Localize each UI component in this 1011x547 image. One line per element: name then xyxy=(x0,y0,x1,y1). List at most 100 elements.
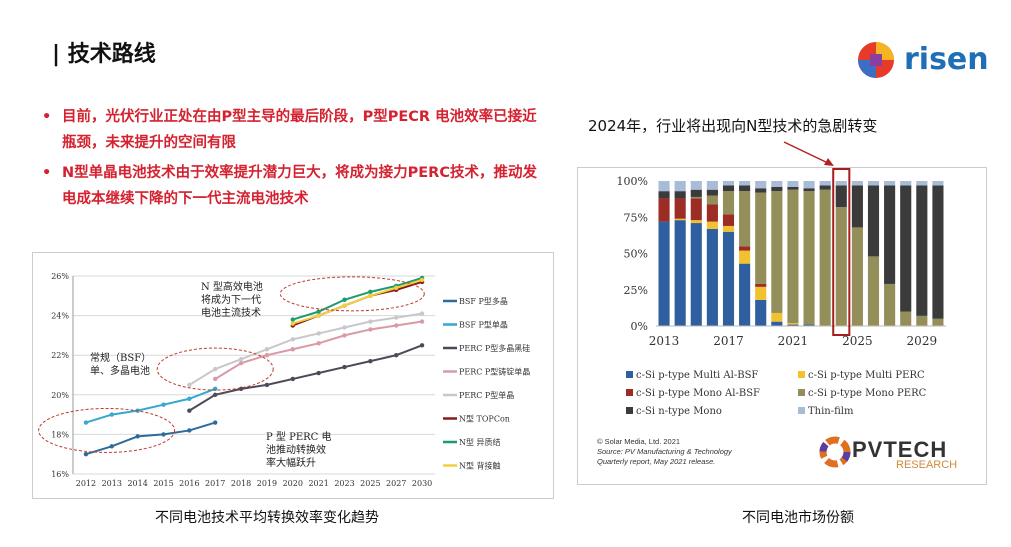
series-line xyxy=(85,387,216,424)
bar-segment xyxy=(787,323,799,325)
series-line xyxy=(292,277,423,321)
data-point xyxy=(419,311,425,316)
data-point xyxy=(342,297,347,302)
bar-segment xyxy=(851,185,863,228)
bar-segment xyxy=(706,204,718,222)
bar-segment xyxy=(674,220,686,326)
legend-label: N型 TOPCon xyxy=(459,415,510,424)
x-tick-label: 2029 xyxy=(907,334,938,348)
bar-segment xyxy=(706,228,718,326)
data-point xyxy=(83,420,89,425)
bar-segment xyxy=(755,188,767,193)
data-point xyxy=(161,402,166,407)
data-point xyxy=(394,353,399,358)
y-tick-label: 24% xyxy=(51,312,69,321)
chart-annotation: 率大幅跃升 xyxy=(266,456,316,469)
x-tick-label: 2017 xyxy=(713,334,744,348)
x-tick-label: 2016 xyxy=(179,479,199,488)
data-point xyxy=(368,319,373,324)
bar-segment xyxy=(835,207,847,326)
bar-segment xyxy=(722,191,735,215)
bar-segment xyxy=(755,283,767,287)
bar-segment xyxy=(722,181,735,186)
data-point xyxy=(213,376,218,382)
bar-segment xyxy=(787,181,799,187)
data-point xyxy=(161,432,166,437)
bar-segment xyxy=(803,191,815,325)
legend-label: BSF P型单晶 xyxy=(459,320,508,330)
bar-segment xyxy=(835,181,847,186)
data-point xyxy=(342,325,347,330)
risen-logo: risen xyxy=(856,40,989,82)
chart-annotation: 池推动转换效 xyxy=(266,443,326,456)
x-tick-label: 2023 xyxy=(334,479,354,488)
bar-segment xyxy=(690,196,702,199)
y-tick-label: 100% xyxy=(617,175,648,188)
bar-segment xyxy=(916,181,928,186)
x-tick-label: 2021 xyxy=(308,479,328,488)
bar-segment xyxy=(739,250,751,264)
bar-segment xyxy=(787,186,799,190)
series-line xyxy=(292,279,423,325)
data-point xyxy=(187,408,192,413)
bar-segment xyxy=(674,181,686,192)
bar-segment xyxy=(803,181,815,189)
data-point xyxy=(238,356,244,362)
bar-segment xyxy=(771,312,783,322)
legend-label: c-Si p-type Mono Al-BSF xyxy=(636,388,760,399)
data-point xyxy=(394,315,399,320)
bullet-1: • 目前，光伏行业正处在由P型主导的最后阶段，P型PECR 电池效率已接近瓶颈，未… xyxy=(42,104,542,156)
x-tick-label: 2012 xyxy=(76,479,96,488)
legend-label: PERC P型铸锭单晶 xyxy=(459,367,530,377)
x-tick-label: 2027 xyxy=(386,479,406,488)
legend-label: N型 异质结 xyxy=(459,437,501,447)
data-point xyxy=(316,331,321,336)
legend-label: N型 背接触 xyxy=(459,461,501,471)
y-tick-label: 25% xyxy=(624,284,648,297)
dashed-ellipse xyxy=(38,407,176,453)
data-point xyxy=(213,366,218,372)
data-point xyxy=(342,303,347,308)
data-point xyxy=(290,317,295,322)
bar-segment xyxy=(819,185,831,190)
bar-segment xyxy=(690,189,702,197)
bar-segment xyxy=(900,181,912,186)
bar-segment xyxy=(819,189,831,326)
data-point xyxy=(419,319,425,324)
data-point xyxy=(264,353,270,358)
dashed-ellipse xyxy=(279,276,425,312)
bar-segment xyxy=(851,227,863,326)
chart-footnote: © Solar Media, Ltd. 2021 Source: PV Manu… xyxy=(597,437,732,467)
chart-annotation: P 型 PERC 电 xyxy=(266,430,331,443)
bar-segment xyxy=(722,231,735,326)
bar-segment xyxy=(755,299,767,326)
x-tick-label: 2013 xyxy=(649,334,680,348)
pvtech-logo-text: PVTECH xyxy=(852,437,948,462)
bar-segment xyxy=(658,181,670,192)
right-caption: 不同电池市场份额 xyxy=(742,510,854,526)
x-tick-label: 2020 xyxy=(283,479,303,488)
x-tick-label: 2025 xyxy=(842,334,873,348)
chart-annotation: 常规（BSF） xyxy=(90,351,151,364)
x-tick-label: 2030 xyxy=(412,479,432,488)
legend-swatch xyxy=(626,407,633,414)
bar-segment xyxy=(835,185,847,208)
bar-segment xyxy=(916,185,928,316)
series-line xyxy=(188,312,423,386)
chart-annotation: 电池主流技术 xyxy=(201,306,261,319)
series-line xyxy=(214,320,423,380)
bar-segment xyxy=(867,256,880,326)
legend-label: Thin-film xyxy=(808,406,854,417)
data-point xyxy=(290,376,295,382)
data-point xyxy=(83,452,89,457)
data-point xyxy=(290,337,295,342)
legend-label: c-Si p-type Multi PERC xyxy=(808,370,925,381)
x-tick-label: 2019 xyxy=(257,479,277,488)
legend-label: PERC P型单晶 xyxy=(459,390,514,400)
legend-swatch xyxy=(626,389,633,396)
data-point xyxy=(213,420,218,425)
data-point xyxy=(368,293,373,298)
footnote-line: Source: PV Manufacturing & Technology xyxy=(597,447,732,456)
bar-segment xyxy=(674,191,686,199)
data-point xyxy=(187,382,192,388)
